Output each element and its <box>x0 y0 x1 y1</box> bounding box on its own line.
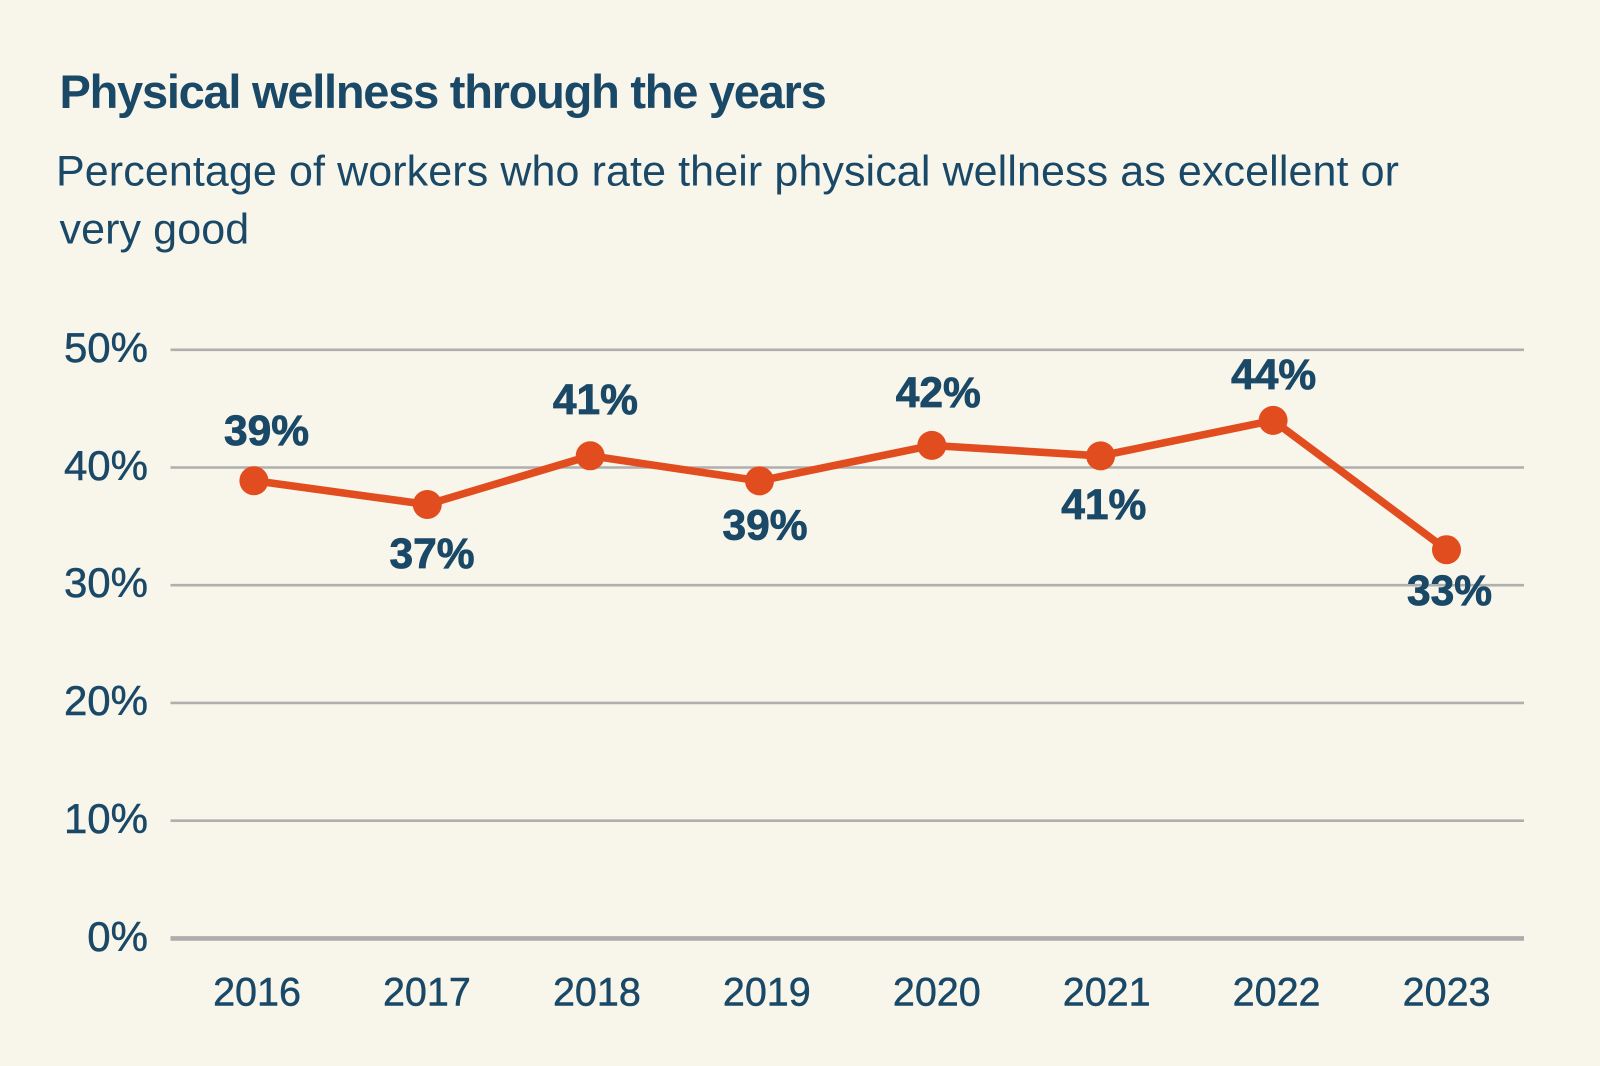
svg-text:41%: 41% <box>1061 482 1146 529</box>
svg-text:Percentage of workers who rate: Percentage of workers who rate their phy… <box>56 148 1399 196</box>
svg-text:2016: 2016 <box>213 971 301 1015</box>
svg-text:50%: 50% <box>64 324 148 371</box>
svg-text:2023: 2023 <box>1403 971 1491 1015</box>
svg-text:40%: 40% <box>64 442 148 489</box>
svg-text:10%: 10% <box>64 795 148 842</box>
svg-text:2022: 2022 <box>1233 971 1321 1015</box>
svg-text:33%: 33% <box>1407 568 1492 615</box>
svg-text:44%: 44% <box>1231 352 1316 399</box>
svg-text:2019: 2019 <box>723 971 811 1015</box>
svg-text:0%: 0% <box>87 913 148 960</box>
svg-text:20%: 20% <box>64 677 148 724</box>
svg-text:Physical wellness through the: Physical wellness through the years <box>60 65 826 118</box>
svg-text:2018: 2018 <box>553 971 641 1015</box>
svg-text:42%: 42% <box>896 370 981 417</box>
svg-text:39%: 39% <box>722 503 807 550</box>
svg-text:very good: very good <box>60 206 250 254</box>
svg-text:39%: 39% <box>224 408 309 455</box>
svg-text:41%: 41% <box>553 377 638 424</box>
svg-text:2020: 2020 <box>893 971 981 1015</box>
svg-text:2021: 2021 <box>1063 971 1151 1015</box>
svg-text:2017: 2017 <box>383 971 471 1015</box>
svg-text:37%: 37% <box>389 531 474 578</box>
svg-text:30%: 30% <box>64 559 148 606</box>
